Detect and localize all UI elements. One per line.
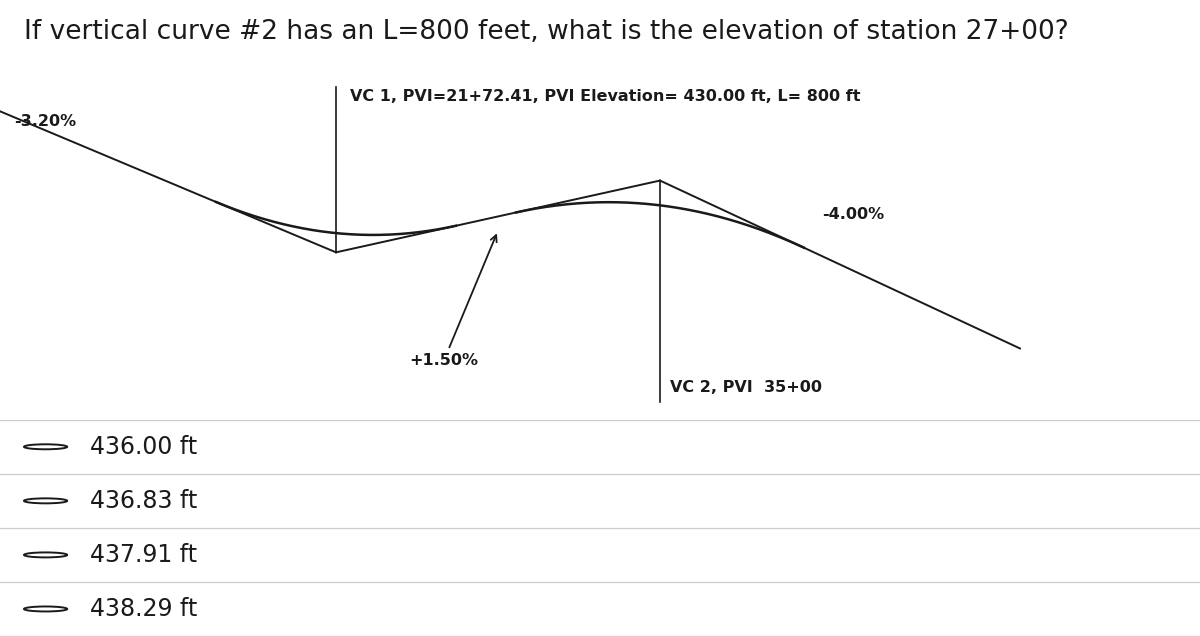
Text: 438.29 ft: 438.29 ft [90, 597, 197, 621]
Text: VC 2, PVI  35+00: VC 2, PVI 35+00 [670, 380, 822, 395]
Text: VC 1, PVI=21+72.41, PVI Elevation= 430.00 ft, L= 800 ft: VC 1, PVI=21+72.41, PVI Elevation= 430.0… [350, 89, 860, 104]
Text: If vertical curve #2 has an L=800 feet, what is the elevation of station 27+00?: If vertical curve #2 has an L=800 feet, … [24, 19, 1069, 45]
Text: -4.00%: -4.00% [822, 207, 884, 221]
Text: 436.00 ft: 436.00 ft [90, 435, 197, 459]
Text: 436.83 ft: 436.83 ft [90, 489, 197, 513]
Text: +1.50%: +1.50% [409, 235, 497, 368]
Text: 437.91 ft: 437.91 ft [90, 543, 197, 567]
Text: -3.20%: -3.20% [14, 114, 77, 129]
